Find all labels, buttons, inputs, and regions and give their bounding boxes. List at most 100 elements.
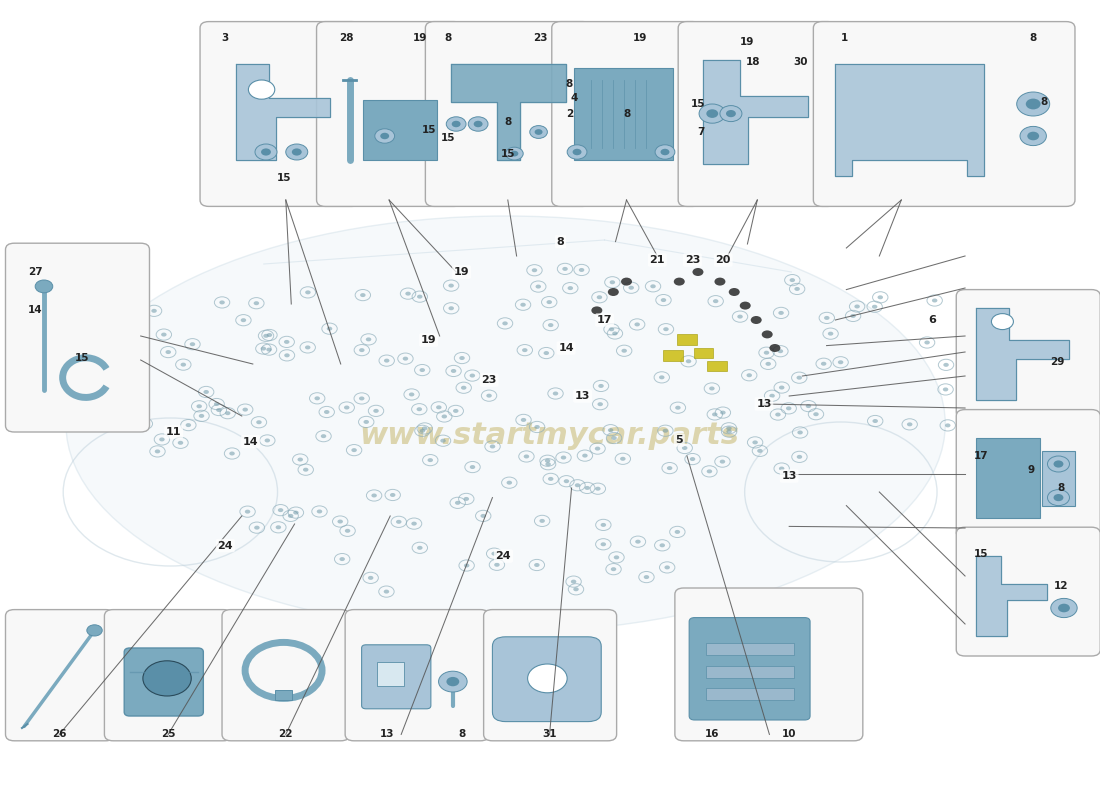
Circle shape <box>813 412 818 416</box>
Circle shape <box>481 514 486 518</box>
Circle shape <box>609 280 615 284</box>
Text: 17: 17 <box>597 315 613 325</box>
Circle shape <box>628 286 634 290</box>
Circle shape <box>405 292 410 296</box>
Circle shape <box>1047 490 1069 506</box>
Text: 13: 13 <box>756 399 771 409</box>
Circle shape <box>991 314 1013 330</box>
Circle shape <box>461 386 466 390</box>
Circle shape <box>245 510 251 514</box>
Text: 19: 19 <box>421 335 437 345</box>
Circle shape <box>635 322 640 326</box>
FancyBboxPatch shape <box>222 610 350 741</box>
Circle shape <box>943 387 948 391</box>
Circle shape <box>455 501 461 505</box>
Circle shape <box>204 390 209 394</box>
Circle shape <box>728 288 739 296</box>
Circle shape <box>750 316 761 324</box>
Circle shape <box>659 375 664 379</box>
Circle shape <box>292 149 301 155</box>
Circle shape <box>601 523 606 527</box>
FancyBboxPatch shape <box>690 618 810 720</box>
Circle shape <box>256 420 262 424</box>
Text: 18: 18 <box>746 58 760 67</box>
Circle shape <box>674 278 685 286</box>
Text: 19: 19 <box>412 34 427 43</box>
Circle shape <box>226 411 231 415</box>
Circle shape <box>464 563 470 567</box>
FancyBboxPatch shape <box>493 637 602 722</box>
Circle shape <box>261 346 266 350</box>
Circle shape <box>422 426 428 430</box>
Circle shape <box>726 426 732 430</box>
Text: 30: 30 <box>793 58 807 67</box>
Ellipse shape <box>66 216 945 632</box>
Circle shape <box>160 438 165 442</box>
FancyBboxPatch shape <box>956 290 1100 418</box>
Circle shape <box>778 350 783 354</box>
FancyBboxPatch shape <box>6 243 150 432</box>
Text: 14: 14 <box>28 306 43 315</box>
Circle shape <box>828 332 834 336</box>
Circle shape <box>460 356 465 360</box>
FancyBboxPatch shape <box>675 588 862 741</box>
Circle shape <box>685 359 691 363</box>
Circle shape <box>396 520 402 524</box>
Text: 25: 25 <box>161 730 175 739</box>
Circle shape <box>660 149 670 155</box>
Text: 8: 8 <box>504 117 512 126</box>
Circle shape <box>794 287 800 291</box>
Circle shape <box>598 384 604 388</box>
Text: 9: 9 <box>1027 466 1035 475</box>
FancyBboxPatch shape <box>345 610 490 741</box>
Text: 29: 29 <box>1050 357 1065 366</box>
Circle shape <box>548 477 553 481</box>
Circle shape <box>265 438 271 442</box>
Circle shape <box>726 430 732 434</box>
Circle shape <box>1058 604 1070 612</box>
Text: 15: 15 <box>691 99 705 109</box>
Polygon shape <box>704 60 807 164</box>
Circle shape <box>186 423 191 427</box>
Circle shape <box>747 374 752 378</box>
Circle shape <box>490 445 495 449</box>
Circle shape <box>553 391 559 395</box>
Circle shape <box>284 354 289 358</box>
Circle shape <box>255 144 277 160</box>
Circle shape <box>610 567 616 571</box>
Circle shape <box>690 457 695 461</box>
Polygon shape <box>451 64 566 160</box>
Circle shape <box>165 350 170 354</box>
Circle shape <box>539 519 544 523</box>
Circle shape <box>327 326 332 330</box>
Circle shape <box>530 126 548 138</box>
Circle shape <box>241 318 246 322</box>
Text: 8: 8 <box>623 109 630 118</box>
Circle shape <box>317 510 322 514</box>
Text: 20: 20 <box>716 255 730 265</box>
FancyBboxPatch shape <box>484 610 617 741</box>
Circle shape <box>178 441 184 445</box>
Text: 6: 6 <box>928 315 936 325</box>
Text: 2: 2 <box>565 109 573 118</box>
Circle shape <box>409 393 415 397</box>
Circle shape <box>419 368 425 372</box>
Circle shape <box>373 409 378 413</box>
Circle shape <box>726 110 736 118</box>
FancyBboxPatch shape <box>679 22 836 206</box>
Circle shape <box>507 481 513 485</box>
Circle shape <box>254 526 260 530</box>
Text: 8: 8 <box>565 79 573 89</box>
Circle shape <box>944 363 949 367</box>
Circle shape <box>390 493 396 497</box>
Circle shape <box>805 404 811 408</box>
Circle shape <box>384 590 389 594</box>
Text: 15: 15 <box>276 173 290 182</box>
Circle shape <box>263 334 268 338</box>
Circle shape <box>562 267 568 271</box>
Circle shape <box>563 479 569 483</box>
Circle shape <box>786 406 792 410</box>
Circle shape <box>662 429 668 433</box>
Circle shape <box>302 468 308 472</box>
Circle shape <box>706 470 712 474</box>
